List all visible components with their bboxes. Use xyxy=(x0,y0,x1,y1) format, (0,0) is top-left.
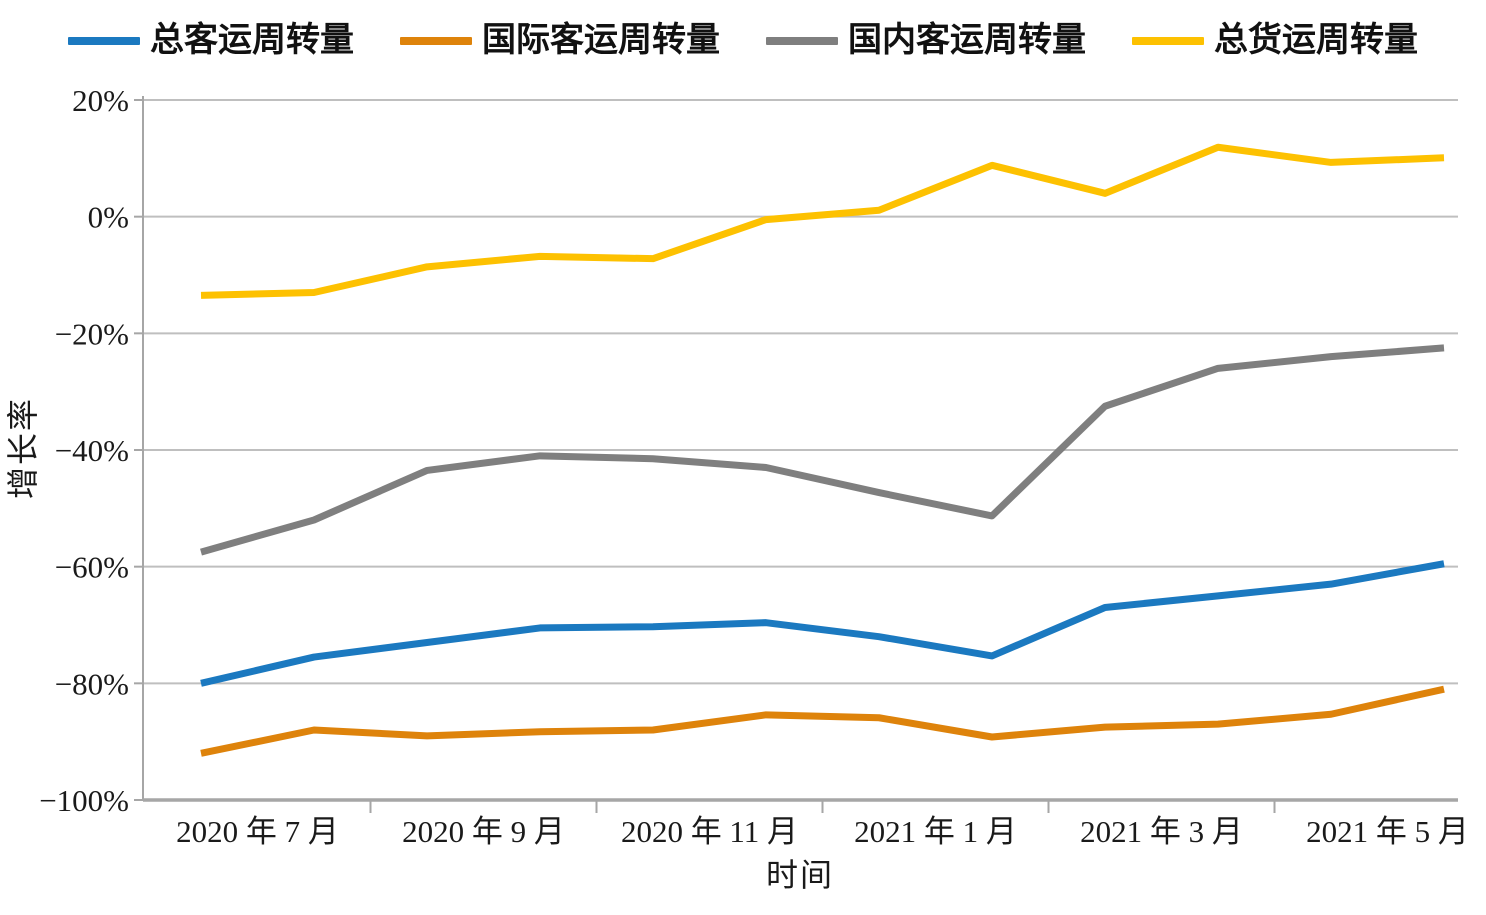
x-axis-title: 时间 xyxy=(766,857,834,893)
legend-label: 国内客运周转量 xyxy=(848,22,1086,59)
gridlines xyxy=(143,99,1458,801)
y-tick-label: −100% xyxy=(39,783,129,818)
x-tick-label: 2021 年 1 月 xyxy=(854,814,1017,849)
y-tick-label: −20% xyxy=(55,316,129,351)
series-line-international-passenger-turnover xyxy=(200,685,1445,757)
y-tick-label: 20% xyxy=(72,83,129,118)
legend-swatch-international-passenger-turnover xyxy=(400,37,472,45)
legend-label: 总客运周转量 xyxy=(150,22,354,59)
legend-swatch-total-passenger-turnover xyxy=(68,37,140,45)
legend-item-domestic-passenger-turnover: 国内客运周转量 xyxy=(766,24,1086,58)
y-tick-label: −60% xyxy=(55,550,129,585)
legend-label: 国际客运周转量 xyxy=(482,22,720,59)
legend-swatch-total-freight-turnover xyxy=(1132,37,1204,45)
legend-item-international-passenger-turnover: 国际客运周转量 xyxy=(400,24,720,58)
series-line-total-freight-turnover xyxy=(200,143,1445,299)
y-tick-label: 0% xyxy=(88,200,129,235)
x-tick-label: 2021 年 5 月 xyxy=(1306,814,1469,849)
series-lines xyxy=(200,143,1445,757)
legend-item-total-freight-turnover: 总货运周转量 xyxy=(1132,24,1418,58)
legend-swatch-domestic-passenger-turnover xyxy=(766,37,838,45)
axes xyxy=(134,96,1458,813)
x-tick-label: 2020 年 7 月 xyxy=(176,814,339,849)
x-tick-label: 2020 年 9 月 xyxy=(402,814,565,849)
series-line-domestic-passenger-turnover xyxy=(200,344,1445,556)
y-axis-title: 增长率 xyxy=(5,397,41,499)
series-line-total-passenger-turnover xyxy=(200,560,1445,687)
axis-tick-labels: 20% 0% −20% −40% −60% −80% −100% 2020 年 7 月 2020… xyxy=(39,83,1469,849)
legend: 总客运周转量 国际客运周转量 国内客运周转量 总货运周转量 xyxy=(0,24,1486,58)
legend-label: 总货运周转量 xyxy=(1214,22,1418,59)
y-tick-label: −40% xyxy=(55,433,129,468)
x-tick-label: 2021 年 3 月 xyxy=(1080,814,1243,849)
x-tick-label: 2020 年 11 月 xyxy=(621,814,798,849)
legend-item-total-passenger-turnover: 总客运周转量 xyxy=(68,24,354,58)
y-tick-label: −80% xyxy=(55,666,129,701)
